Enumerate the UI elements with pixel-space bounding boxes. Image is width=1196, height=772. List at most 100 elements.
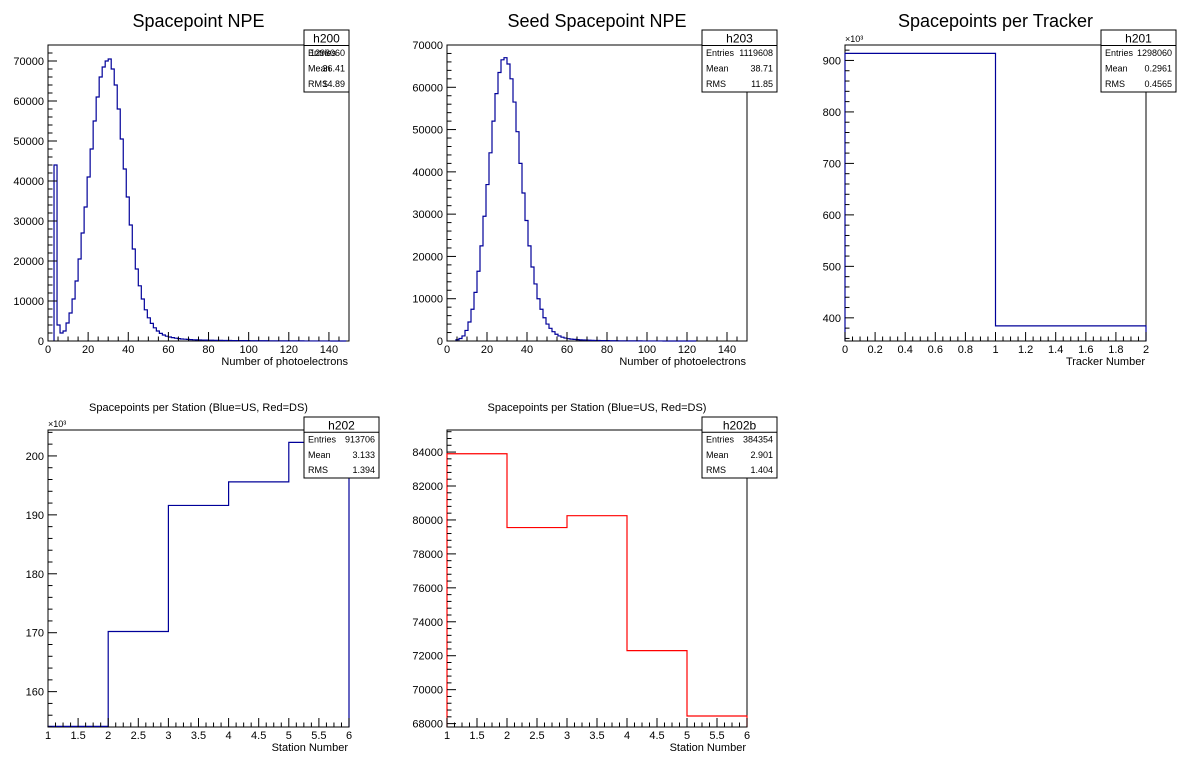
x-tick-label: 1.2 xyxy=(1018,344,1033,356)
x-tick-label: 120 xyxy=(280,344,298,356)
stats-value: 1.394 xyxy=(352,465,375,475)
y-tick-label: 600 xyxy=(823,210,841,222)
stats-label: Mean xyxy=(706,450,729,460)
x-tick-label: 2 xyxy=(105,730,111,742)
stats-value: 1298060 xyxy=(1137,48,1172,58)
y-tick-label: 76000 xyxy=(412,583,443,595)
stats-box-name: h200 xyxy=(313,32,340,46)
stats-label: Entries xyxy=(706,435,735,445)
y-tick-label: 72000 xyxy=(412,651,443,663)
x-tick-label: 0 xyxy=(842,344,848,356)
x-tick-label: 80 xyxy=(601,344,613,356)
x-tick-label: 60 xyxy=(162,344,174,356)
stats-box-name: h203 xyxy=(726,32,753,46)
stats-box-name: h202 xyxy=(328,418,355,432)
x-tick-label: 120 xyxy=(678,344,696,356)
y-tick-label: 70000 xyxy=(13,56,44,68)
y-tick-label: 50000 xyxy=(13,136,44,148)
stats-label: RMS xyxy=(706,79,726,89)
x-tick-label: 20 xyxy=(481,344,493,356)
panel-seed-spacepoint-npe: Seed Spacepoint NPE 0 20 40 60 80 100 120 140 0 10… xyxy=(412,11,778,368)
x-tick-label: 4 xyxy=(624,730,630,742)
y-tick-label: 78000 xyxy=(412,549,443,561)
stats-value: 36.41 xyxy=(322,64,345,74)
x-axis-label: Station Number xyxy=(670,742,747,754)
stats-box-frame xyxy=(701,416,778,479)
stats-box: h202b Entries 384354 Mean 2.901 RMS 1.404 xyxy=(701,416,778,479)
chart-title: Spacepoint NPE xyxy=(132,11,264,31)
y-tick-label: 160 xyxy=(26,687,44,699)
y-tick-label: 60000 xyxy=(13,96,44,108)
x-tick-label: 0.2 xyxy=(867,344,882,356)
stats-label: Entries xyxy=(308,435,337,445)
chart-title: Spacepoints per Tracker xyxy=(898,11,1093,31)
y-tick-label: 180 xyxy=(26,569,44,581)
stats-box-name: h201 xyxy=(1125,32,1152,46)
x-tick-label: 1 xyxy=(444,730,450,742)
x-axis-label: Station Number xyxy=(272,742,349,754)
x-tick-label: 140 xyxy=(718,344,736,356)
y-tick-label: 50000 xyxy=(412,125,443,137)
y-tick-label: 20000 xyxy=(13,256,44,268)
panel-spacepoints-per-station-us: Spacepoints per Station (Blue=US, Red=DS… xyxy=(26,402,380,754)
axis-multiplier: ×10³ xyxy=(845,34,863,44)
x-tick-label: 40 xyxy=(122,344,134,356)
stats-value: 0.4565 xyxy=(1144,79,1172,89)
x-tick-label: 5 xyxy=(684,730,690,742)
histogram-series xyxy=(844,52,1147,341)
x-tick-label: 1.8 xyxy=(1108,344,1123,356)
x-tick-label: 0.6 xyxy=(928,344,943,356)
stats-label: Mean xyxy=(706,64,729,74)
y-tick-label: 10000 xyxy=(412,294,443,306)
stats-value: 1.404 xyxy=(750,465,773,475)
histogram-series xyxy=(455,57,697,342)
y-tick-label: 0 xyxy=(38,336,44,348)
stats-box: h201 Entries 1298060 Mean 0.2961 RMS 0.4565 xyxy=(1100,29,1177,93)
stats-label: RMS xyxy=(308,465,328,475)
x-tick-label: 3 xyxy=(564,730,570,742)
x-tick-label: 80 xyxy=(202,344,214,356)
stats-box: h202 Entries 913706 Mean 3.133 RMS 1.394 xyxy=(303,416,380,479)
panel-spacepoints-per-tracker: Spacepoints per Tracker 0 0.2 0.4 0.6 0.8 1 1.2… xyxy=(823,11,1177,368)
y-tick-label: 800 xyxy=(823,107,841,119)
x-tick-label: 4.5 xyxy=(649,730,664,742)
stats-box-frame xyxy=(1100,29,1177,93)
stats-label: RMS xyxy=(1105,79,1125,89)
y-tick-label: 68000 xyxy=(412,719,443,731)
x-tick-label: 0 xyxy=(45,344,51,356)
stats-label: Mean xyxy=(1105,64,1128,74)
x-tick-label: 140 xyxy=(320,344,338,356)
x-tick-label: 2.5 xyxy=(529,730,544,742)
x-tick-label: 2 xyxy=(504,730,510,742)
y-tick-label: 10000 xyxy=(13,296,44,308)
y-tick-label: 30000 xyxy=(412,209,443,221)
stats-value: 11.85 xyxy=(751,79,773,89)
stats-value: 1119608 xyxy=(739,48,773,58)
x-tick-label: 4.5 xyxy=(251,730,266,742)
y-tick-label: 80000 xyxy=(412,515,443,527)
y-tick-label: 400 xyxy=(823,313,841,325)
stats-label: RMS xyxy=(308,79,328,89)
y-tick-label: 190 xyxy=(26,510,44,522)
y-tick-label: 0 xyxy=(437,336,443,348)
stats-value: 384354 xyxy=(743,435,773,445)
stats-label: Entries xyxy=(1105,48,1134,58)
stats-value: 913706 xyxy=(345,435,375,445)
panel-spacepoints-per-station-ds: Spacepoints per Station (Blue=US, Red=DS… xyxy=(412,402,778,754)
stats-value: 14.89 xyxy=(322,79,345,89)
stats-value: 3.133 xyxy=(352,450,375,460)
stats-value: 1298060 xyxy=(310,48,345,58)
stats-box-name: h202b xyxy=(723,418,757,432)
x-tick-label: 0.8 xyxy=(958,344,973,356)
stats-label: Entries xyxy=(706,48,735,58)
x-tick-label: 6 xyxy=(744,730,750,742)
x-tick-label: 3 xyxy=(165,730,171,742)
stats-box: h203 Entries 1119608 Mean 38.71 RMS 11.85 xyxy=(701,29,778,93)
x-axis-label: Number of photoelectrons xyxy=(619,356,746,368)
stats-box-frame xyxy=(701,29,778,93)
x-tick-label: 1.5 xyxy=(70,730,85,742)
x-tick-label: 2 xyxy=(1143,344,1149,356)
chart-title: Spacepoints per Station (Blue=US, Red=DS… xyxy=(488,402,707,414)
